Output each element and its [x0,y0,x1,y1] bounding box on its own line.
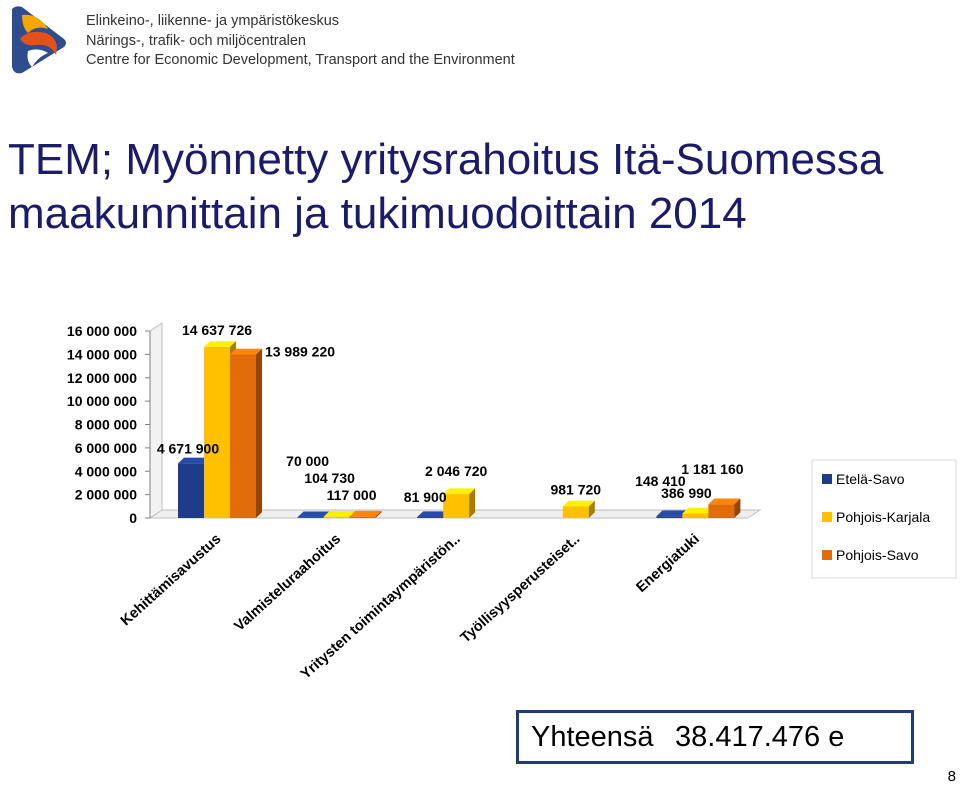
y-tick-label: 12 000 000 [67,370,137,386]
data-label: 14 637 726 [182,322,252,338]
data-label: 148 410 [635,473,686,489]
bar-top [656,510,689,517]
data-label: 2 046 720 [425,463,487,479]
data-label: 4 671 900 [157,440,219,456]
total-label: Yhteensä [531,721,654,753]
bar-side [734,498,741,518]
bar [656,516,683,518]
y-tick-label: 0 [129,510,137,526]
legend-swatch [822,512,832,522]
category-label: Kehittämisavustus [118,531,225,629]
legend-label: Pohjois-Savo [836,547,919,563]
legend-swatch [822,474,832,484]
bar [349,516,376,518]
data-label: 1 181 160 [681,461,743,477]
bar [417,517,444,518]
y-tick-label: 6 000 000 [75,440,137,456]
y-tick-label: 14 000 000 [67,346,137,362]
bar-top [417,511,450,518]
y-tick-label: 16 000 000 [67,323,137,339]
total-value: 38.417.476 e [675,721,845,753]
bar [443,494,470,518]
bar [682,513,709,518]
bar-top [682,507,715,514]
category-label: Työllisyysperusteiset.. [458,531,583,646]
bar [297,517,324,518]
bar-top [349,510,382,517]
legend-swatch [822,550,832,560]
y-tick-label: 10 000 000 [67,393,137,409]
bar [178,463,204,518]
data-label: 81 900 [404,489,447,505]
data-label: 13 989 220 [265,344,335,360]
org-name-finnish: Elinkeino-, liikenne- ja ympäristökeskus [86,13,340,29]
page-number: 8 [947,768,956,785]
slide-title-line-1: TEM; Myönnetty yritysrahoitus Itä-Suomes… [8,135,884,184]
bar [204,346,230,518]
bar-top [230,348,262,355]
org-name-swedish: Närings-, trafik- och miljöcentralen [86,33,306,49]
bar-top [323,511,356,517]
y-tick-label: 2 000 000 [75,487,137,503]
bar [562,506,589,518]
data-label: 104 730 [304,470,355,486]
org-name-english: Centre for Economic Development, Transpo… [86,52,515,68]
legend-label: Etelä-Savo [836,471,905,487]
slide-title-line-2: maakunnittain ja tukimuodoittain 2014 [8,189,747,238]
category-label: Valmisteluraahoitus [232,531,345,635]
ely-centre-logo-icon [12,6,66,74]
bar-top [204,341,236,347]
legend-box [811,459,957,579]
y-tick-label: 8 000 000 [75,417,137,433]
legend-label: Pohjois-Karjala [836,509,930,525]
back-wall [149,322,163,519]
category-label: Energiatuki [633,531,702,596]
bar [230,354,256,518]
bar-side [469,488,476,518]
data-label: 70 000 [286,453,329,469]
bar-side [588,500,595,518]
bar-top [562,500,595,507]
bar-top [708,498,741,505]
bar-top [297,511,330,518]
bar-side [256,348,262,518]
bar-side [375,510,382,518]
bar [708,504,735,518]
data-label: 981 720 [550,482,601,498]
bar-chart: 0 2 000 000 4 000 000 6 000 000 8 000 000 10 … [67,322,957,683]
bar-top [443,488,476,495]
bar [323,516,350,518]
data-label: 117 000 [327,487,377,503]
y-tick-label: 4 000 000 [75,463,137,479]
bar-top [178,457,210,464]
data-label: 386 990 [661,485,712,501]
total-box: Yhteensä 38.417.476 e [516,710,914,764]
